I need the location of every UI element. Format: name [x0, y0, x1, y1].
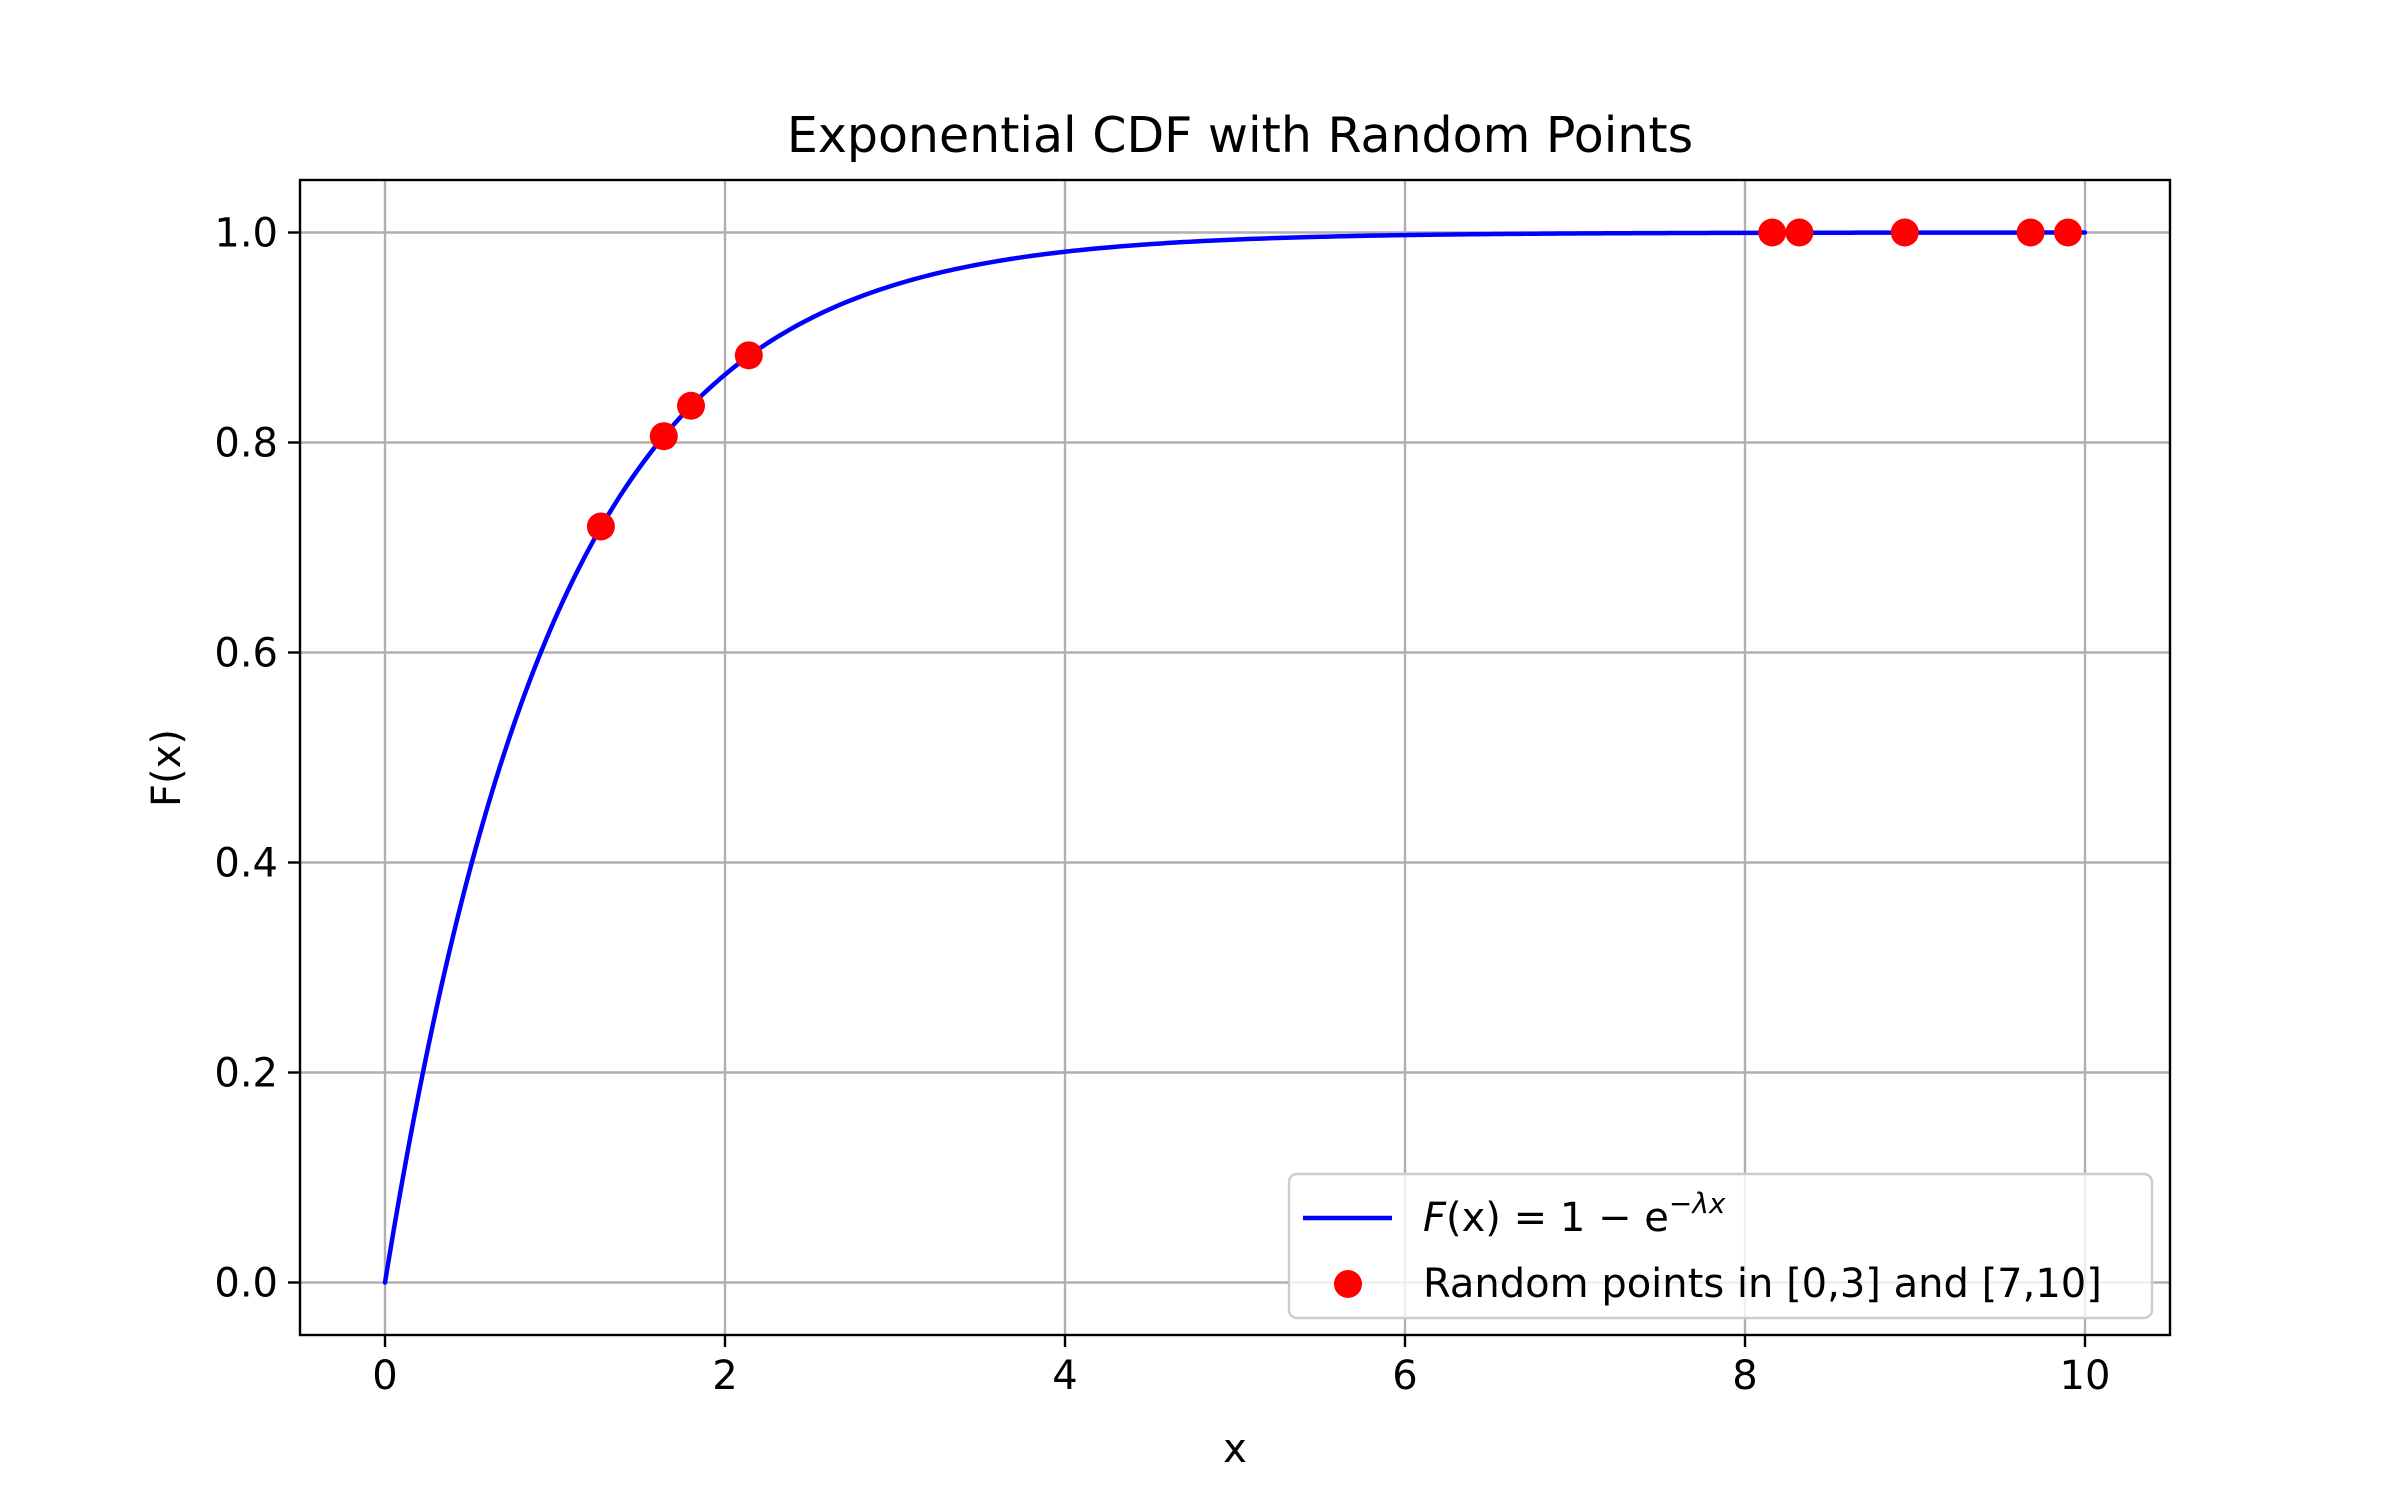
scatter-point	[1758, 218, 1787, 247]
legend-box	[1287, 1172, 2154, 1320]
scatter-point	[2054, 218, 2082, 247]
legend-line-label-arg: (x)	[1446, 1195, 1501, 1241]
y-tick-label: 0.0	[214, 1261, 278, 1307]
x-tick-label: 4	[1052, 1353, 1077, 1399]
y-tick-label: 0.2	[214, 1051, 278, 1097]
scatter-point	[2016, 218, 2045, 247]
scatter-point	[1785, 218, 1814, 247]
scatter-point	[677, 391, 705, 420]
legend-scatter-label: Random points in [0,3] and [7,10]	[1423, 1261, 2102, 1307]
plot-background	[300, 180, 2170, 1335]
legend: F(x) = 1 − e−λx Random points in [0,3] a…	[1287, 1172, 2154, 1320]
legend-line-label-lhs: F	[1423, 1195, 1447, 1241]
x-tick-label: 8	[1732, 1353, 1757, 1399]
scatter-point	[586, 512, 615, 541]
chart-title: Exponential CDF with Random Points	[787, 107, 1693, 164]
y-axis-label: F(x)	[144, 729, 190, 807]
scatter-points	[586, 218, 2082, 541]
y-tick-label: 0.8	[214, 421, 278, 467]
y-tick-label: 0.6	[214, 631, 278, 677]
axis-ticks: 0 2 4 6 8 10 0.0 0.2 0.4 0.6 0.8 1.0	[214, 211, 2110, 1400]
y-tick-label: 0.4	[214, 841, 278, 887]
scatter-point	[734, 341, 763, 370]
legend-line-label-rhs: = 1 − e	[1501, 1195, 1669, 1241]
x-axis-label: x	[1223, 1426, 1247, 1472]
x-tick-label: 2	[712, 1353, 737, 1399]
plot-frame	[298, 178, 2172, 1337]
y-tick-label: 1.0	[214, 211, 278, 257]
legend-scatter-swatch	[1334, 1270, 1362, 1298]
legend-line-label-exponent: −λx	[1669, 1187, 1726, 1220]
scatter-point	[649, 422, 678, 451]
x-tick-label: 6	[1392, 1353, 1417, 1399]
x-tick-label: 0	[372, 1353, 397, 1399]
x-tick-label: 10	[2060, 1353, 2111, 1399]
legend-line-label: F(x) = 1 − e−λx	[1423, 1187, 1726, 1241]
scatter-point	[1890, 218, 1919, 247]
